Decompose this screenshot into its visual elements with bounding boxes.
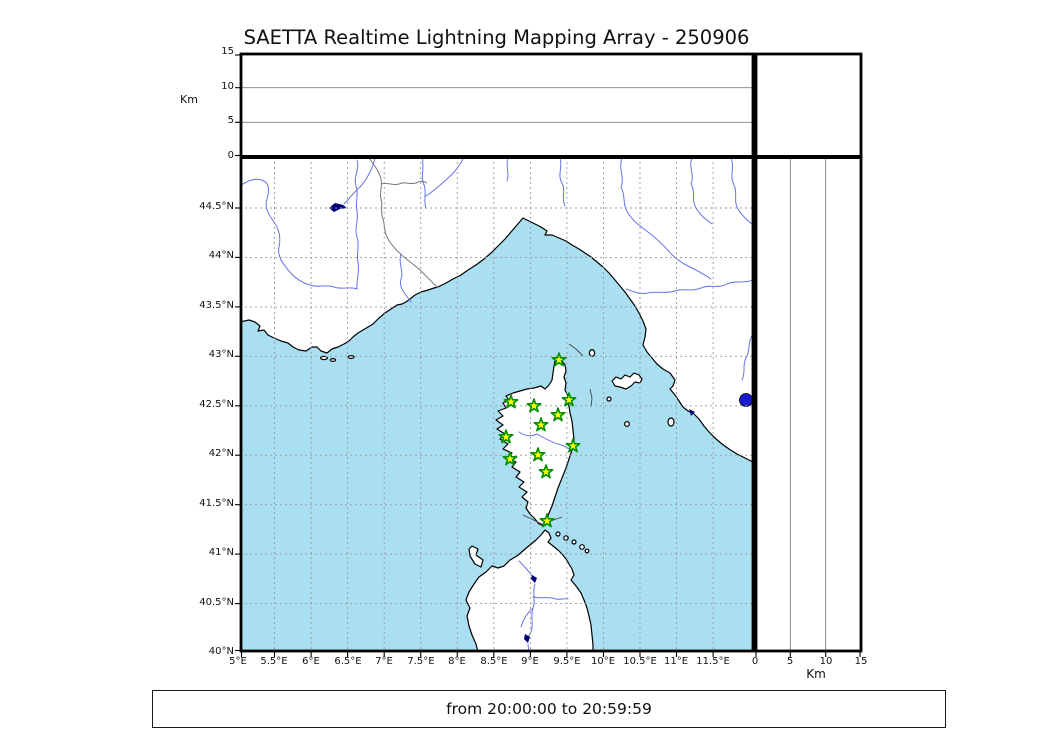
lon-tick-9: 9°E	[521, 656, 539, 667]
lon-tick-9p5: 9.5°E	[553, 656, 581, 667]
kmr-tick-15: 15	[854, 656, 868, 667]
island-maddalena-2	[563, 535, 569, 541]
station-marker-1	[551, 352, 567, 367]
page-title: SAETTA Realtime Lightning Mapping Array …	[243, 26, 750, 49]
time-range-box: from 20:00:00 to 20:59:59	[152, 690, 946, 728]
alt-tick-5: 5	[227, 115, 234, 126]
station-marker-4	[561, 392, 577, 407]
kmr-tick-5: 5	[786, 656, 794, 667]
lon-tick-10: 10°E	[590, 656, 616, 667]
lon-tick-8: 8°E	[448, 656, 466, 667]
lon-tick-7p5: 7.5°E	[407, 656, 435, 667]
lat-tick-41: 41°N	[208, 547, 234, 558]
station-marker-10	[530, 447, 546, 462]
panel-borders	[239, 52, 863, 653]
lat-tick-42: 42°N	[208, 448, 234, 459]
alt-tick-15: 15	[221, 46, 234, 57]
lon-tick-11: 11°E	[663, 656, 689, 667]
histogram-panel	[756, 54, 861, 157]
station-marker-9	[502, 451, 518, 466]
station-marker-8	[565, 438, 581, 453]
station-marker-3	[526, 398, 542, 413]
lat-tick-40: 40°N	[208, 646, 234, 657]
lake-sardinia-1	[531, 575, 537, 583]
lon-tick-7: 7°E	[375, 656, 393, 667]
island-asinara	[468, 545, 484, 568]
kmr-tick-10: 10	[819, 656, 833, 667]
lat-tick-42p5: 42.5°N	[199, 399, 234, 410]
island-maddalena-5	[584, 548, 590, 554]
country-border-layer	[368, 158, 439, 289]
island-montecristo	[623, 421, 630, 428]
lon-tick-11p5: 11.5°E	[696, 656, 730, 667]
station-marker-2	[503, 394, 519, 409]
tick-marks	[235, 54, 861, 657]
island-giglio	[667, 417, 675, 427]
lagoon-orbetello	[689, 409, 695, 416]
lakes-layer	[329, 203, 752, 643]
altitude-lat-panel	[756, 157, 861, 651]
station-marker-5	[550, 407, 566, 422]
island-maddalena-4	[579, 544, 585, 550]
island-capraia	[588, 349, 596, 358]
sea-line-features	[522, 343, 593, 525]
lon-tick-6: 6°E	[302, 656, 320, 667]
island-pianosa	[606, 396, 612, 402]
island-port-cros	[329, 358, 337, 363]
island-maddalena-1	[555, 531, 561, 537]
kmr-tick-0: 0	[751, 656, 759, 667]
rivers-layer	[241, 158, 752, 651]
lon-tick-5: 5°E	[229, 656, 247, 667]
island-elba	[611, 372, 643, 390]
lon-tick-5p5: 5.5°E	[260, 656, 288, 667]
map-panel	[241, 158, 752, 651]
stations-layer	[498, 352, 581, 528]
coastline-sardinia	[465, 529, 594, 651]
lon-tick-8p5: 8.5°E	[480, 656, 508, 667]
alt-tick-0: 0	[227, 150, 234, 161]
altitude-axis-unit-left: Km	[180, 93, 198, 106]
lat-tick-40p5: 40.5°N	[199, 597, 234, 608]
lat-tick-41p5: 41.5°N	[199, 498, 234, 509]
time-range-text: from 20:00:00 to 20:59:59	[446, 700, 652, 718]
station-marker-11	[538, 464, 554, 479]
lake-bolsena	[739, 393, 752, 407]
graticule-layer	[241, 158, 752, 651]
lat-tick-44: 44°N	[208, 250, 234, 261]
altitude-axis-unit-right: Km	[806, 667, 826, 681]
coastline-mainland	[241, 158, 752, 463]
lat-tick-43p5: 43.5°N	[199, 300, 234, 311]
lake-sardinia-2	[524, 634, 530, 643]
altitude-panel	[241, 54, 753, 157]
lake-serre-poncon	[329, 203, 347, 212]
island-maddalena-3	[571, 539, 577, 545]
station-marker-6	[533, 417, 549, 432]
lon-tick-6p5: 6.5°E	[334, 656, 362, 667]
lat-tick-43: 43°N	[208, 349, 234, 360]
island-porquerolles	[320, 355, 329, 361]
station-marker-7	[498, 429, 514, 444]
lat-tick-44p5: 44.5°N	[199, 201, 234, 212]
station-marker-12	[539, 513, 555, 528]
lon-tick-10p5: 10.5°E	[623, 656, 657, 667]
alt-tick-10: 10	[221, 81, 234, 92]
